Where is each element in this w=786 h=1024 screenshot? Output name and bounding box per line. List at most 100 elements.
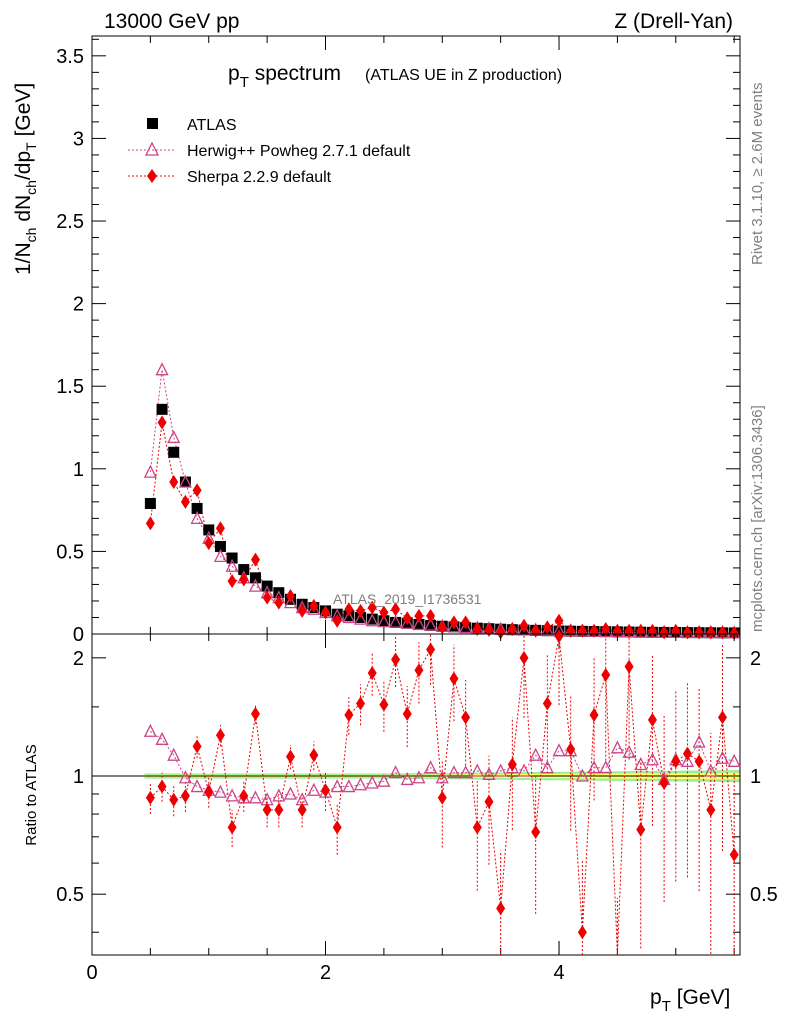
atlas-point xyxy=(144,497,156,509)
sherpa-ratio-point xyxy=(274,802,284,817)
rivet-label: Rivet 3.1.10, ≥ 2.6M events xyxy=(749,83,766,266)
sherpa-point xyxy=(227,574,237,589)
main-panel-ticks: 0 0.5 1 1.5 2 2.5 3 3.5 xyxy=(56,36,740,646)
herwig-ratio-point xyxy=(178,770,192,784)
herwig-point xyxy=(517,622,531,636)
sherpa-point xyxy=(449,615,459,630)
herwig-ratio-point xyxy=(552,743,566,757)
atlas-point xyxy=(214,540,226,552)
sherpa-point xyxy=(717,625,727,640)
herwig-point xyxy=(283,595,298,609)
sherpa-ratio-point xyxy=(682,746,692,761)
sherpa-ratio-point xyxy=(379,697,389,712)
herwig-ratio-point xyxy=(389,765,403,779)
sherpa-ratio-point xyxy=(706,802,716,817)
legend-label-herwig: Herwig++ Powheg 2.7.1 default xyxy=(187,143,411,160)
atlas-point xyxy=(191,502,203,514)
sherpa-point xyxy=(472,622,482,637)
sherpa-ratio-point xyxy=(356,696,366,711)
sherpa-ratio-point xyxy=(601,667,611,682)
atlas-point xyxy=(238,564,250,576)
herwig-point xyxy=(248,578,263,592)
ratio-y-tick-label: 2 xyxy=(73,648,84,670)
herwig-ratio-point xyxy=(540,760,554,774)
sherpa-ratio-point xyxy=(250,706,260,721)
herwig-ratio-point xyxy=(587,760,601,774)
sherpa-point xyxy=(507,622,517,637)
sherpa-point xyxy=(367,600,377,615)
sherpa-ratio-point xyxy=(262,802,272,817)
sherpa-point xyxy=(332,613,342,628)
x-axis-label: pT [GeV] xyxy=(650,986,730,1015)
herwig-point xyxy=(225,558,239,572)
atlas-point xyxy=(168,446,180,458)
sherpa-ratio-point xyxy=(636,822,646,837)
sherpa-point xyxy=(309,598,319,613)
herwig-ratio-point xyxy=(412,770,426,784)
y-tick-label: 1 xyxy=(73,459,84,481)
main-ylabel: 1/Nch dNch/dpT [GeV] xyxy=(12,83,39,275)
herwig-ratio-point xyxy=(610,740,624,754)
sherpa-ratio-point xyxy=(309,748,319,763)
ratio-panel-ticks: 0.5 0.5 1 1 2 2 0 2 4 xyxy=(56,634,778,984)
herwig-ratio-point xyxy=(692,734,706,748)
sherpa-point xyxy=(484,622,494,637)
sherpa-ratio-point xyxy=(589,708,599,723)
sherpa-point xyxy=(601,622,611,637)
sherpa-point xyxy=(274,595,284,610)
herwig-ratio-point xyxy=(307,782,321,796)
mcplots-label: mcplots.cern.ch [arXiv:1306.3436] xyxy=(749,405,766,632)
x-axis-label-rest: [GeV] xyxy=(671,986,731,1009)
sherpa-point xyxy=(659,625,669,640)
herwig-ratio-point xyxy=(517,763,531,777)
herwig-ratio-point xyxy=(470,763,484,777)
sherpa-ratio-point xyxy=(437,790,447,805)
atlas-point xyxy=(156,403,168,415)
sherpa-point xyxy=(437,620,447,635)
herwig-point xyxy=(424,617,438,631)
sherpa-ratio-point xyxy=(426,642,436,657)
herwig-ratio-point xyxy=(167,747,181,761)
legend-marker-herwig xyxy=(144,141,160,156)
herwig-ratio-point xyxy=(645,752,659,766)
sherpa-ratio-point xyxy=(461,710,471,725)
y-tick-label: 0.5 xyxy=(56,541,84,563)
herwig-ratio-point xyxy=(704,763,718,777)
x-axis-label-sub: T xyxy=(662,998,671,1015)
herwig-point xyxy=(342,610,356,624)
herwig-ratio-point xyxy=(494,763,508,777)
atlas-point xyxy=(425,619,437,631)
sherpa-ratio-point xyxy=(367,665,377,680)
sherpa-point xyxy=(169,475,179,490)
y-tick-label: 0 xyxy=(73,624,84,646)
sherpa-ratio-point xyxy=(671,754,681,769)
sherpa-point xyxy=(402,611,412,626)
sherpa-point xyxy=(204,536,214,551)
sherpa-point xyxy=(426,608,436,623)
legend: ATLAS Herwig++ Powheg 2.7.1 default Sher… xyxy=(128,117,411,186)
plot-title-main: p xyxy=(228,62,240,85)
sherpa-ratio-point xyxy=(402,706,412,721)
herwig-ratio-point xyxy=(353,777,368,791)
sherpa-point xyxy=(250,552,260,567)
sherpa-ratio-point xyxy=(157,779,167,794)
sherpa-point xyxy=(542,620,552,635)
sherpa-point xyxy=(215,521,225,536)
sherpa-point xyxy=(262,590,272,605)
herwig-ratio-point xyxy=(459,765,473,779)
herwig-ratio-point xyxy=(248,790,263,804)
atlas-point xyxy=(226,552,238,564)
herwig-ratio-point xyxy=(155,731,169,745)
sherpa-ratio-point xyxy=(215,728,225,743)
ratio-ylabel: Ratio to ATLAS xyxy=(23,744,40,845)
sherpa-point xyxy=(694,625,704,640)
sherpa-point xyxy=(344,602,354,617)
herwig-point xyxy=(389,614,403,628)
header-right: Z (Drell-Yan) xyxy=(614,10,733,33)
herwig-ratio-point xyxy=(272,788,286,802)
atlas-point xyxy=(203,524,215,536)
sherpa-ratio-point xyxy=(624,659,634,674)
herwig-point xyxy=(167,429,181,444)
atlas-point xyxy=(378,615,390,627)
